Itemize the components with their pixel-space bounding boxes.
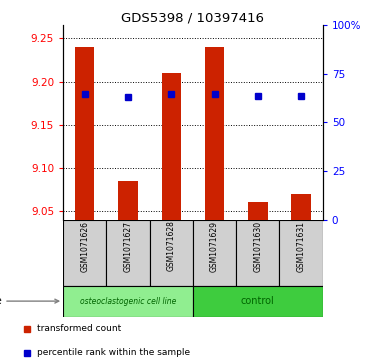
Bar — [150, 220, 193, 286]
Text: GSM1071629: GSM1071629 — [210, 221, 219, 272]
Text: transformed count: transformed count — [37, 324, 121, 333]
Bar — [279, 220, 323, 286]
Bar — [236, 220, 279, 286]
Text: GSM1071626: GSM1071626 — [80, 221, 89, 272]
Text: GSM1071628: GSM1071628 — [167, 221, 176, 272]
Text: GSM1071631: GSM1071631 — [297, 221, 306, 272]
Title: GDS5398 / 10397416: GDS5398 / 10397416 — [121, 11, 265, 24]
Bar — [63, 286, 193, 317]
Bar — [193, 286, 323, 317]
Bar — [118, 181, 138, 220]
Text: osteoclastogenic cell line: osteoclastogenic cell line — [80, 297, 176, 306]
Text: GSM1071630: GSM1071630 — [253, 221, 262, 272]
Bar — [161, 73, 181, 220]
Text: percentile rank within the sample: percentile rank within the sample — [37, 348, 190, 358]
Text: cell line: cell line — [0, 296, 59, 306]
Bar — [106, 220, 150, 286]
Bar — [205, 47, 224, 220]
Bar — [63, 220, 106, 286]
Bar — [248, 202, 267, 220]
Bar — [75, 47, 95, 220]
Text: control: control — [241, 296, 275, 306]
Text: GSM1071627: GSM1071627 — [124, 221, 132, 272]
Bar — [193, 220, 236, 286]
Bar — [291, 194, 311, 220]
